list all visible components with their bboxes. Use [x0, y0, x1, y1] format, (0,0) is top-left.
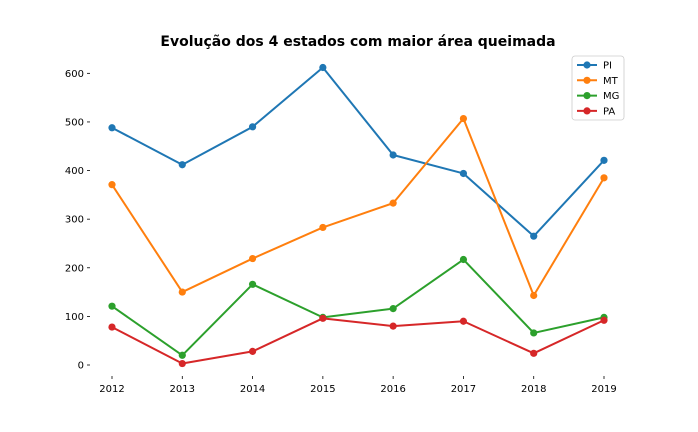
y-tick-label: 500	[65, 117, 84, 128]
legend-swatch-marker	[583, 76, 591, 84]
data-point-mt	[389, 199, 397, 207]
x-tick-label: 2019	[591, 384, 616, 395]
legend: PI MT MG PA	[571, 55, 625, 121]
legend-swatch-marker	[583, 92, 591, 100]
x-tick-label: 2013	[170, 384, 195, 395]
data-point-mt	[530, 291, 538, 300]
series-mt	[108, 114, 608, 300]
data-point-pa	[600, 316, 608, 324]
data-point-pi	[248, 123, 257, 131]
x-tick-label: 2018	[521, 384, 546, 395]
x-tick-label: 2016	[380, 384, 405, 395]
legend-label: PA	[603, 106, 615, 117]
y-tick-label: 600	[65, 69, 84, 80]
data-point-pi	[389, 151, 397, 159]
x-tick-label: 2012	[99, 384, 124, 395]
data-point-mt	[459, 114, 468, 123]
series-line-mt	[111, 117, 605, 297]
data-point-pa	[389, 322, 397, 330]
data-point-pa	[248, 347, 257, 355]
data-point-mt	[319, 223, 327, 232]
data-point-pa	[319, 314, 327, 322]
data-point-pa	[459, 317, 468, 325]
data-point-mt	[108, 181, 116, 189]
data-point-pi	[600, 156, 608, 164]
y-tick-label: 0	[78, 361, 84, 372]
data-point-mg	[108, 302, 116, 310]
series-line-pi	[111, 66, 605, 238]
y-tick-label: 100	[65, 312, 84, 323]
data-point-mt	[600, 174, 608, 182]
series-line-pa	[111, 317, 605, 365]
legend-item-mg: MG	[577, 91, 619, 102]
series-line-mg	[111, 258, 605, 357]
data-point-pi	[108, 124, 116, 132]
data-point-pa	[108, 323, 116, 331]
series-pa	[108, 314, 608, 368]
data-point-mg	[530, 329, 538, 337]
legend-box	[571, 55, 625, 121]
x-tick-label: 2015	[310, 384, 335, 395]
legend-label: PI	[603, 61, 612, 72]
y-tick-label: 200	[65, 263, 84, 274]
data-point-pa	[530, 349, 538, 357]
data-point-mg	[459, 255, 468, 264]
data-point-pi	[319, 63, 327, 72]
data-point-pi	[530, 232, 538, 240]
data-point-pa	[178, 359, 186, 368]
data-point-mt	[248, 254, 257, 263]
y-tick-label: 300	[65, 215, 84, 226]
data-point-mg	[178, 351, 186, 359]
chart-title: Evolução dos 4 estados com maior área qu…	[160, 34, 555, 50]
data-point-mt	[178, 288, 186, 296]
data-point-mg	[389, 305, 397, 313]
data-point-mg	[248, 280, 257, 288]
series-pi	[108, 63, 608, 240]
y-axis: 0 100 200 300 400 500 600	[65, 69, 90, 372]
legend-label: MG	[603, 91, 619, 102]
legend-swatch-marker	[583, 107, 591, 115]
x-tick-label: 2017	[451, 384, 476, 395]
legend-item-pi: PI	[577, 61, 612, 72]
legend-label: MT	[603, 76, 619, 87]
data-point-pi	[178, 161, 186, 169]
x-axis: 2012 2013 2014 2015 2016 2017 2018 2019	[99, 376, 617, 395]
series-mg	[108, 255, 608, 359]
y-tick-label: 400	[65, 166, 84, 177]
data-point-pi	[459, 169, 468, 178]
legend-item-mt: MT	[577, 76, 619, 87]
x-tick-label: 2014	[240, 384, 265, 395]
legend-swatch-marker	[583, 61, 591, 69]
legend-item-pa: PA	[577, 106, 615, 117]
series-layer	[108, 63, 608, 368]
